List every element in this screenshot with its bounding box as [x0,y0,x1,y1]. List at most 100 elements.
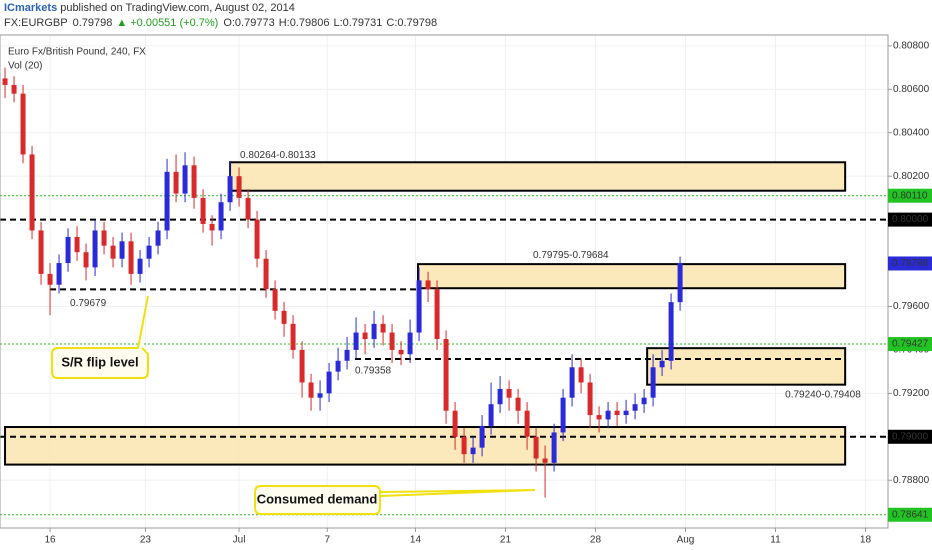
price-label: 0.80110 [892,190,928,201]
price-label-box [888,337,932,352]
candle-body [20,93,26,155]
up-arrow: ▲ [116,17,127,29]
candle-body [551,432,557,463]
price-label: 0.80000 [892,214,929,225]
candle-body [614,410,620,416]
candle-body [281,310,287,324]
x-tick-label: 16 [44,535,56,546]
y-tick-label: 0.80400 [893,127,930,138]
candle-body [137,258,143,274]
price-label: 0.79000 [892,431,929,442]
callout [254,485,536,515]
sr-label: 0.79358 [355,366,392,377]
candle-body [461,436,467,455]
zone [229,161,847,192]
candle-body [650,367,656,398]
candle-body [596,415,602,420]
annotation: S/R flip level [61,354,138,369]
candle-body [38,230,44,274]
candle-body [254,219,260,259]
callout [51,295,149,379]
x-tick-label: 21 [500,535,512,546]
low: L:0.79731 [333,17,382,29]
x-tick-label: Aug [677,535,695,546]
x-tick-label: 28 [590,535,602,546]
candle-body [335,360,341,372]
candle-body [326,371,332,394]
annotation: Consumed demand [257,491,378,506]
volume-legend: Vol (20) [8,61,42,72]
candle-body [506,389,512,398]
candle-body [308,382,314,398]
candle-body [191,165,197,198]
candle-body [200,197,206,224]
candle-body [659,360,665,368]
chart-title: Euro Fx/British Pound, 240, FX [8,47,146,58]
candle-body [74,236,80,253]
candle-body [290,323,296,350]
candle-body [65,236,71,264]
y-tick-label: 0.78800 [893,475,930,486]
change: +0.00551 (+0.7%) [130,17,218,29]
quote-line: FX:EURGBP 0.79798 ▲ +0.00551 (+0.7%) O:0.797… [4,17,437,29]
candle-body [83,252,89,268]
header-line: ICmarkets published on TradingView.com, A… [4,2,295,14]
price-label-box [888,429,932,444]
candle-body [272,289,278,311]
candle-body [146,245,152,259]
candle-body [398,349,404,355]
candle-body [425,280,431,290]
candle-body [362,332,368,340]
candle-body [479,425,485,448]
candle-body [560,397,566,433]
candle-body [416,280,422,333]
candle-body [47,273,53,285]
y-tick-label: 0.79200 [893,388,930,399]
y-tick-label: 0.80600 [893,84,930,95]
candle-body [407,332,413,355]
candle-body [155,230,161,246]
high: H:0.79806 [279,17,330,29]
candle-body [317,393,323,398]
candle-body [110,245,116,259]
candle-body [29,154,35,231]
candle-body [101,230,107,246]
plot [0,35,888,528]
price-label-box [888,188,932,203]
last-price-box [888,256,932,271]
zone [646,347,847,386]
candle-body [578,367,584,383]
y-tick-label: 0.80200 [893,171,930,182]
candle-body [182,165,188,194]
candle-body [677,263,683,303]
candle-body [533,436,539,459]
candle-body [236,176,242,198]
candle-body [164,171,170,231]
candle-body [470,447,476,455]
author[interactable]: ICmarkets [4,2,57,14]
candle-body [587,382,593,416]
candle-body [218,202,224,231]
candle-body [668,302,674,361]
candle-body [389,332,395,350]
candle-body [173,171,179,194]
candle-body [641,397,647,405]
candle-body [353,332,359,350]
y-tick-label: 0.79600 [893,301,930,312]
zone [4,426,847,466]
price-label: 0.79427 [892,339,929,350]
candle-body [488,404,494,426]
x-tick-label: 14 [410,535,422,546]
candle-body [452,410,458,437]
candle-body [263,258,269,290]
candle-body [524,410,530,437]
candle-body [128,241,134,274]
published: published on TradingView.com, August 02,… [60,2,295,14]
price-label-box [888,507,932,522]
candle-body [245,197,251,220]
open: O:0.79773 [223,17,274,29]
candle-body [632,404,638,411]
zone [416,263,847,290]
candle-body [2,78,8,85]
